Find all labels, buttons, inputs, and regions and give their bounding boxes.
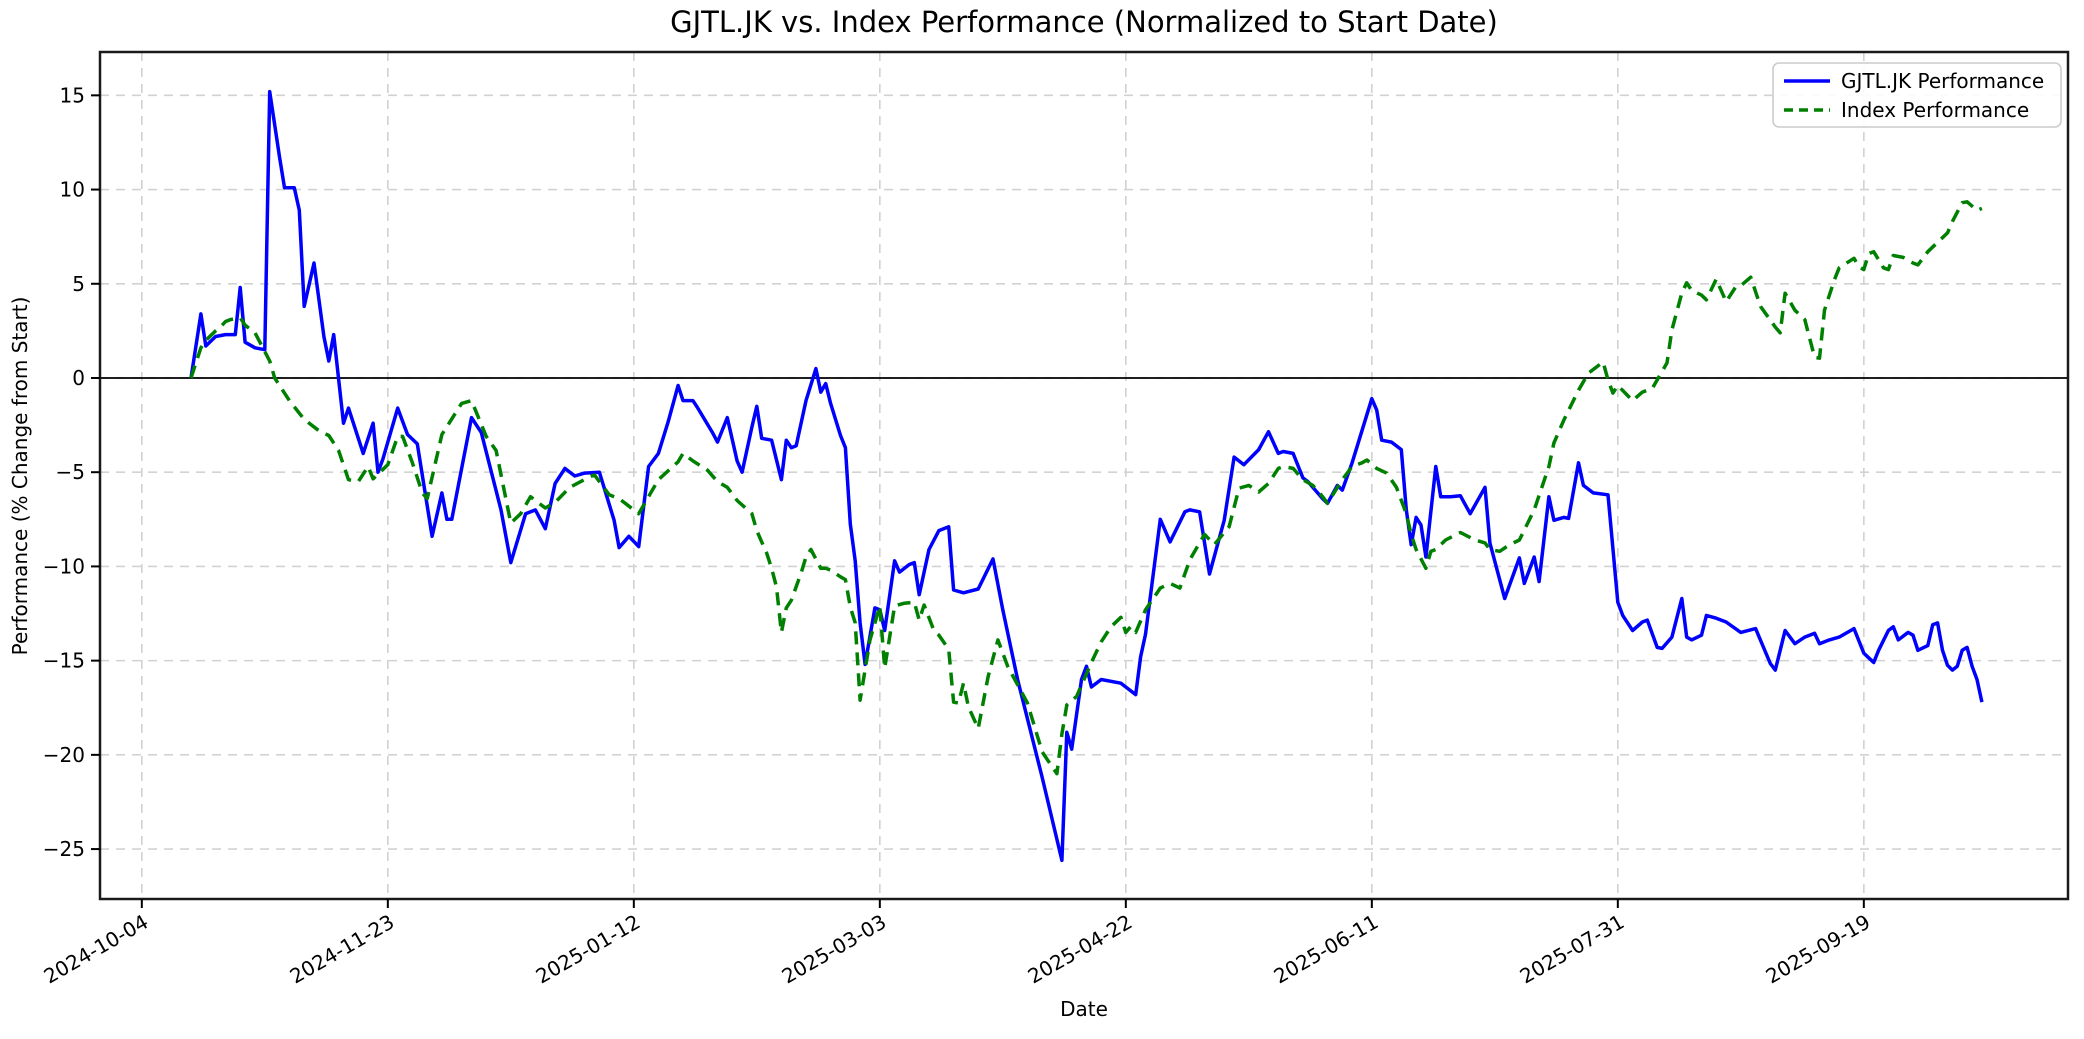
x-tick-label: 2024-11-23 [286, 910, 399, 989]
y-axis-label: Performance (% Change from Start) [8, 297, 32, 656]
series-line-gjtl [189, 89, 1984, 863]
y-tick-label: 5 [72, 272, 85, 296]
x-tick-label: 2025-07-31 [1516, 910, 1629, 989]
x-axis-label: Date [1060, 997, 1108, 1021]
legend-box [1772, 62, 2062, 128]
legend-label-index: Index Performance [1841, 98, 2029, 122]
y-tick-label: 15 [60, 83, 85, 107]
y-tick-label: −20 [43, 743, 85, 767]
chart-title: GJTL.JK vs. Index Performance (Normalize… [670, 5, 1498, 39]
y-tick-label: −15 [43, 649, 85, 673]
tick-layer: 2024-10-04 2024-11-23 2025-01-12 2025-03-03… [40, 83, 1875, 988]
series-line-index [189, 200, 1983, 776]
x-tick-label: 2025-01-12 [532, 910, 645, 989]
series-layer [189, 89, 1984, 863]
x-tick-label: 2025-04-22 [1024, 910, 1137, 989]
x-tick-label: 2025-06-11 [1270, 910, 1383, 989]
y-tick-label: −25 [43, 837, 85, 861]
grid-lines [100, 52, 2068, 899]
x-tick-label: 2025-03-03 [778, 910, 891, 989]
y-tick-label: 0 [72, 366, 85, 390]
plot-border [98, 50, 2070, 901]
plot-border-layer [98, 50, 2070, 901]
legend-label-gjtl: GJTL.JK Performance [1841, 69, 2044, 93]
y-tick-label: 10 [60, 178, 85, 202]
y-tick-label: −5 [56, 460, 85, 484]
x-tick-label: 2025-09-19 [1762, 910, 1875, 989]
x-tick-label: 2024-10-04 [40, 910, 153, 989]
legend: GJTL.JK Performance Index Performance [1772, 62, 2062, 128]
y-tick-label: −10 [43, 554, 85, 578]
